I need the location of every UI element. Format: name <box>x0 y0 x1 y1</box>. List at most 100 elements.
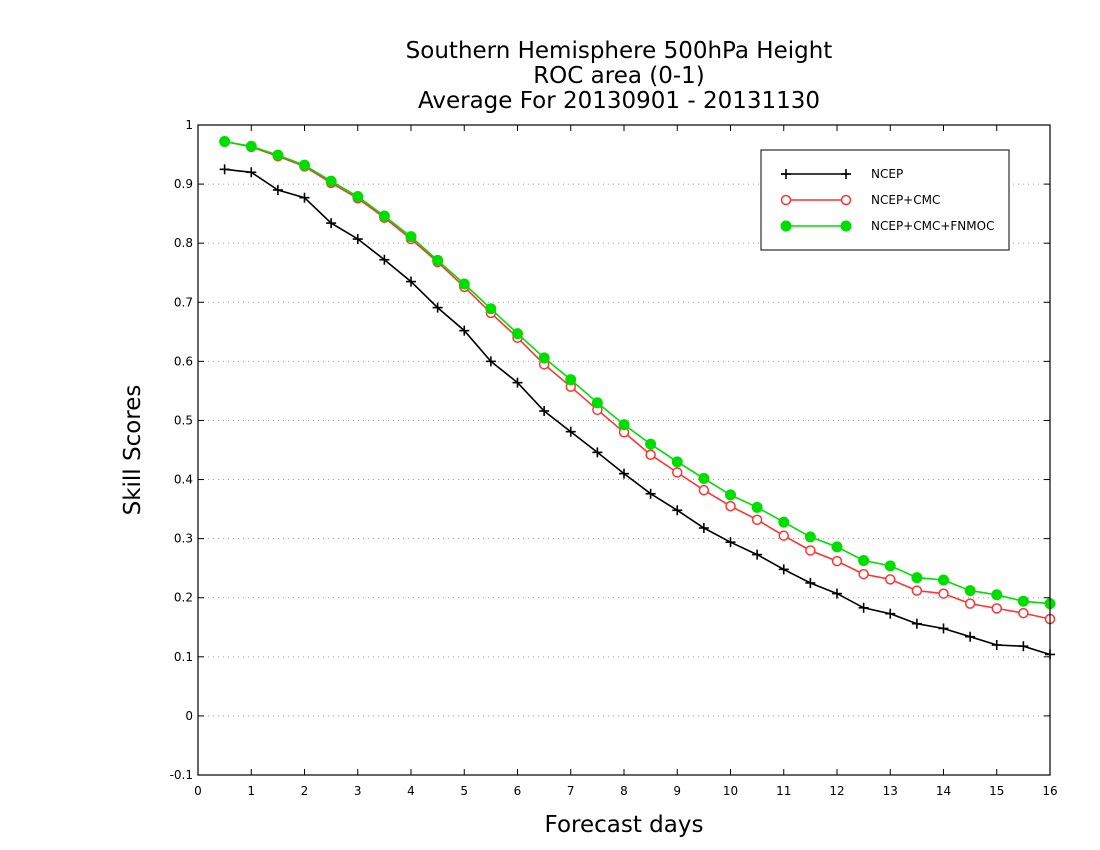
y-tick-label: 0.9 <box>174 177 193 191</box>
data-point <box>565 374 577 386</box>
data-point <box>778 564 789 575</box>
data-point <box>272 149 284 161</box>
data-point <box>778 516 790 528</box>
data-point <box>725 489 736 501</box>
x-tick-label: 13 <box>883 784 898 798</box>
data-point <box>405 231 417 243</box>
data-point <box>512 328 523 340</box>
data-point <box>219 136 231 148</box>
x-tick-label: 4 <box>407 784 415 798</box>
x-tick-label: 6 <box>514 784 522 798</box>
y-tick-label: 0 <box>185 709 193 723</box>
legend-marker <box>780 220 792 232</box>
data-point <box>1017 595 1029 607</box>
x-tick-label: 11 <box>776 784 791 798</box>
data-point <box>672 505 683 516</box>
data-point <box>831 541 843 553</box>
data-point <box>725 500 736 512</box>
data-point <box>938 623 949 634</box>
y-tick-label: 1 <box>185 118 193 132</box>
data-point <box>485 303 497 315</box>
data-point <box>245 140 257 152</box>
series-lines <box>219 136 1056 660</box>
data-point <box>645 488 656 499</box>
data-point <box>805 577 816 588</box>
x-tick-label: 1 <box>247 784 255 798</box>
legend-label: NCEP <box>871 167 903 181</box>
data-point <box>751 501 763 513</box>
legend-marker <box>780 194 792 206</box>
data-point <box>299 159 310 171</box>
data-point <box>619 468 629 479</box>
x-tick-label: 12 <box>829 784 844 798</box>
y-tick-label: 0.3 <box>174 532 193 546</box>
x-tick-label: 14 <box>936 784 951 798</box>
data-point <box>539 406 550 416</box>
data-point <box>832 588 842 599</box>
series-3 <box>219 136 1056 610</box>
data-point <box>991 589 1003 601</box>
y-tick-label: 0.7 <box>174 295 193 309</box>
chart-title: Southern Hemisphere 500hPa Height ROC ar… <box>406 38 833 114</box>
data-point <box>645 438 657 450</box>
data-point <box>911 585 923 596</box>
data-point <box>458 278 470 290</box>
legend-entry: NCEP+CMC <box>780 193 940 207</box>
data-point <box>698 472 710 484</box>
y-tick-label: 0.8 <box>174 236 193 250</box>
data-point <box>592 447 603 458</box>
data-point <box>352 191 364 202</box>
data-point <box>432 254 444 266</box>
data-point <box>804 531 816 543</box>
data-point <box>591 397 603 409</box>
data-point <box>672 467 683 478</box>
data-point <box>965 631 976 642</box>
data-point <box>858 555 870 566</box>
legend-entry: NCEP <box>781 167 903 181</box>
plot-area-frame <box>197 124 1051 776</box>
data-point <box>618 419 630 431</box>
data-point <box>485 356 496 367</box>
y-axis-label: Skill Scores <box>120 385 146 516</box>
y-tick-label: 0.1 <box>174 650 193 664</box>
data-point <box>565 426 576 437</box>
series-2 <box>219 136 1056 625</box>
data-point <box>671 456 683 468</box>
data-point <box>991 640 1002 650</box>
data-point <box>885 608 896 619</box>
legend-label: NCEP+CMC <box>871 193 940 207</box>
data-point <box>911 618 922 629</box>
data-point <box>858 568 869 580</box>
legend: NCEP NCEP+CMC NCEP+CMC+FNMOC <box>760 149 1010 251</box>
data-point <box>885 574 896 585</box>
data-point <box>698 523 709 533</box>
data-point <box>725 537 736 548</box>
data-point <box>858 602 869 613</box>
data-point <box>645 449 656 460</box>
data-point <box>352 234 363 245</box>
x-tick-label: 15 <box>989 784 1004 798</box>
x-tick-label: 7 <box>567 784 575 798</box>
data-point <box>538 352 550 364</box>
data-point <box>805 545 816 556</box>
data-point <box>938 588 949 599</box>
legend-marker <box>840 220 852 232</box>
y-tick-label: 0.6 <box>174 354 193 368</box>
data-point <box>432 302 443 313</box>
data-point <box>911 572 923 584</box>
data-point <box>831 555 843 567</box>
data-point <box>1018 641 1029 652</box>
data-point <box>884 560 896 572</box>
data-point <box>378 210 390 222</box>
data-point <box>964 598 976 609</box>
data-point <box>512 377 523 388</box>
chart-title-line-1: Southern Hemisphere 500hPa Height <box>406 38 833 64</box>
data-point <box>325 175 337 187</box>
legend-entry: NCEP+CMC+FNMOC <box>780 219 994 233</box>
data-point <box>1018 607 1029 619</box>
x-tick-label: 0 <box>194 784 202 798</box>
data-point <box>246 167 257 178</box>
x-tick-label: 16 <box>1042 784 1057 798</box>
chart-title-line-3: Average For 20130901 - 20131130 <box>418 88 820 114</box>
